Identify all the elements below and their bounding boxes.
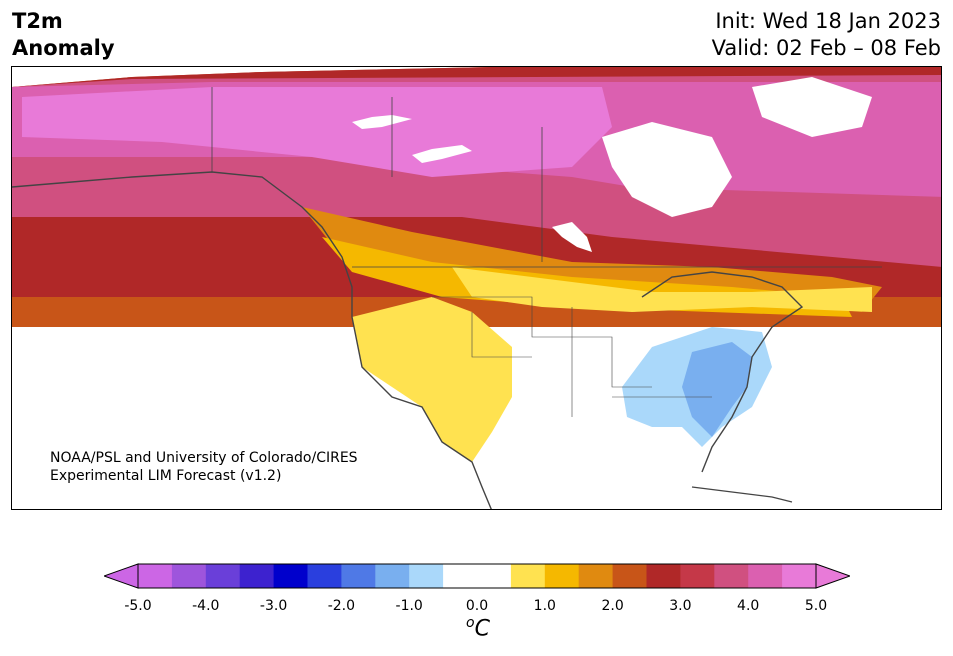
unit-label: oC [466,615,490,641]
unit-text: C [474,616,490,642]
colorbar-segment [782,564,817,588]
colorbar-segment [646,564,681,588]
init-date: Init: Wed 18 Jan 2023 [715,9,941,33]
colorbar-tick-label: -2.0 [327,598,356,614]
colorbar-tick-label: -3.0 [259,598,288,614]
title-line-2: Anomaly [12,36,115,60]
colorbar-segment [748,564,783,588]
colorbar-tick-label: -4.0 [192,598,220,614]
colorbar-segment [544,564,580,588]
credit-line-2: Experimental LIM Forecast (v1.2) [50,468,282,484]
forecast-dates: Init: Wed 18 Jan 2023 Valid: 02 Feb – 08… [712,8,941,62]
anomaly-map: NOAA/PSL and University of Colorado/CIRE… [11,66,942,510]
colorbar-min-arrow [104,563,139,589]
colorbar-segment [239,564,275,588]
colorbar-segment [375,564,410,588]
map-title: T2m Anomaly [12,8,115,62]
colorbar-tick-label: -5.0 [124,598,152,614]
valid-range: Valid: 02 Feb – 08 Feb [711,36,941,60]
title-line-1: T2m [12,9,63,33]
colorbar-tick-label: 1.0 [533,598,556,614]
credit-line-1: NOAA/PSL and University of Colorado/CIRE… [50,450,358,466]
unit-prefix: o [466,615,475,631]
colorbar-segment [409,564,444,588]
colorbar-segment [171,564,207,588]
colorbar-segment [680,564,715,588]
colorbar-segment [578,564,614,588]
colorbar [104,563,850,589]
colorbar-outline [137,563,817,589]
colorbar-segment [307,564,342,588]
colorbar-tick-label: 4.0 [737,598,760,614]
colorbar-tick-label: 2.0 [601,598,624,614]
colorbar-segment [612,564,647,588]
data-credit: NOAA/PSL and University of Colorado/CIRE… [50,449,358,485]
colorbar-max-arrow [815,563,850,589]
colorbar-segment [341,564,376,588]
colorbar-tick-label: 0.0 [465,598,489,614]
colorbar-tick-label: -1.0 [395,598,423,614]
colorbar-segments [138,564,817,588]
colorbar-segment [273,564,308,588]
colorbar-segment [443,564,478,588]
colorbar-segment [510,564,546,588]
colorbar-tick-label: 3.0 [669,598,692,614]
colorbar-segment [138,564,173,588]
map-canvas [12,67,941,509]
colorbar-segment [477,564,512,588]
colorbar-segment [714,564,749,588]
colorbar-tick-label: 5.0 [804,598,828,614]
colorbar-segment [205,564,241,588]
